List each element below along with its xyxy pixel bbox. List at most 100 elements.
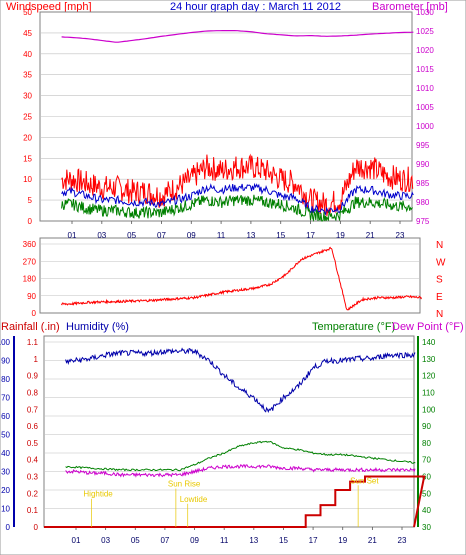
bottom-x-tick-label: 23 [398, 536, 407, 545]
temperature-tick-label: 70 [422, 456, 431, 465]
windspeed-tick-label: 20 [23, 133, 32, 142]
bottom-x-tick-label: 21 [368, 536, 377, 545]
barometer-tick-label: 1020 [416, 46, 434, 55]
temperature-tick-label: 60 [422, 473, 431, 482]
temperature-tick-label: 50 [422, 489, 431, 498]
data-series [44, 30, 426, 528]
windspeed-tick-label: 10 [23, 175, 32, 184]
compass-label: N [436, 240, 443, 251]
direction-tick-label: 360 [23, 240, 37, 249]
wind-x-tick-label: 03 [97, 231, 106, 240]
bottom-x-tick-label: 09 [190, 536, 199, 545]
wind-x-tick-label: 11 [217, 231, 226, 240]
barometer-tick-label: 1010 [416, 84, 434, 93]
rain-tick-label: 1.1 [27, 338, 39, 347]
wind-x-tick-label: 21 [366, 231, 375, 240]
temperature-tick-label: 90 [422, 422, 431, 431]
windspeed-tick-label: 40 [23, 50, 32, 59]
direction-tick-label: 90 [27, 292, 36, 301]
wind-x-tick-label: 05 [127, 231, 136, 240]
rain-tick-label: 0.4 [27, 456, 39, 465]
bottom-x-tick-label: 01 [72, 536, 81, 545]
bottom-x-tick-label: 11 [220, 536, 229, 545]
compass-label: S [436, 275, 443, 286]
humidity-tick-label: 70 [1, 394, 10, 403]
rain-tick-label: 0.2 [27, 489, 39, 498]
tide-annotation: Sun Set [350, 476, 379, 485]
wind-x-tick-label: 01 [68, 231, 77, 240]
bottom-x-tick-label: 19 [338, 536, 347, 545]
windspeed-axis-label: Windspeed [mph] [6, 1, 92, 13]
temperature-tick-label: 130 [422, 355, 436, 364]
humidity-tick-label: 10 [1, 505, 10, 514]
direction-panel-frame [39, 237, 421, 314]
wind-x-tick-label: 13 [246, 231, 255, 240]
humidity-tick-label: 20 [1, 486, 10, 495]
windspeed-tick-label: 45 [23, 29, 32, 38]
windspeed-tick-label: 35 [23, 71, 32, 80]
rainfall-axis-label: Rainfall (.in) [1, 321, 60, 333]
bottom-x-tick-label: 15 [279, 536, 288, 545]
temperature-axis-label: Temperature (°F) [312, 321, 395, 333]
compass-label: W [436, 257, 446, 268]
barometer-tick-label: 985 [416, 179, 430, 188]
rain-tick-label: 0.7 [27, 405, 39, 414]
temperature-line [65, 440, 416, 472]
bottom-x-tick-label: 03 [101, 536, 110, 545]
bottom-x-tick-label: 13 [249, 536, 258, 545]
windspeed-line [61, 153, 414, 217]
rain-tick-label: 0 [34, 523, 39, 532]
annotations: Hightide Sun Rise Lowtide Sun Set [83, 476, 379, 527]
dewpoint-axis-label: Dew Point (°F) [392, 321, 464, 333]
barometer-tick-label: 1030 [416, 8, 434, 17]
tide-annotation: Sun Rise [168, 480, 201, 489]
humidity-tick-label: 80 [1, 375, 10, 384]
temperature-tick-label: 120 [422, 372, 436, 381]
compass-label: N [436, 309, 443, 320]
axis-ticks: 0510152025303540455097598098599099510001… [0, 8, 446, 545]
barometer-tick-label: 1015 [416, 65, 434, 74]
direction-tick-label: 0 [32, 309, 37, 318]
humidity-tick-label: 0 [6, 523, 11, 532]
windspeed-tick-label: 15 [23, 154, 32, 163]
wind-x-tick-label: 09 [187, 231, 196, 240]
barometer-axis-label: Barometer [mb] [372, 1, 448, 13]
rain-tick-label: 0.3 [27, 473, 39, 482]
barometer-tick-label: 990 [416, 160, 430, 169]
rain-tick-label: 0.8 [27, 388, 39, 397]
temperature-tick-label: 110 [422, 388, 435, 397]
bottom-x-tick-label: 05 [131, 536, 140, 545]
rainfall-line [44, 475, 426, 528]
rain-tick-label: 0.5 [27, 439, 39, 448]
tide-annotation: Hightide [83, 490, 113, 499]
humidity-tick-label: 60 [1, 412, 10, 421]
temperature-tick-label: 80 [422, 439, 431, 448]
wind-x-tick-label: 19 [336, 231, 345, 240]
avg-wind-line [61, 182, 414, 216]
tide-annotation: Lowtide [180, 495, 208, 504]
windspeed-tick-label: 0 [28, 217, 33, 226]
humidity-axis-label: Humidity (%) [66, 321, 129, 333]
temperature-tick-label: 140 [422, 338, 436, 347]
barometer-tick-label: 980 [416, 198, 430, 207]
rain-tick-label: 0.9 [27, 372, 39, 381]
compass-label: E [436, 292, 443, 303]
wind-x-tick-label: 23 [396, 231, 405, 240]
barometer-tick-label: 1005 [416, 103, 434, 112]
humidity-tick-label: 40 [1, 449, 10, 458]
barometer-line [61, 30, 414, 43]
direction-tick-label: 180 [23, 275, 37, 284]
windspeed-tick-label: 25 [23, 113, 32, 122]
bottom-x-tick-label: 17 [309, 536, 318, 545]
humidity-tick-label: 50 [1, 431, 10, 440]
rain-tick-label: 1 [34, 355, 39, 364]
windspeed-tick-label: 30 [23, 92, 32, 101]
temperature-tick-label: 40 [422, 506, 431, 515]
wind-x-tick-label: 15 [276, 231, 285, 240]
temperature-tick-label: 100 [422, 405, 436, 414]
humidity-line [65, 347, 416, 413]
grid-lines [40, 32, 420, 509]
